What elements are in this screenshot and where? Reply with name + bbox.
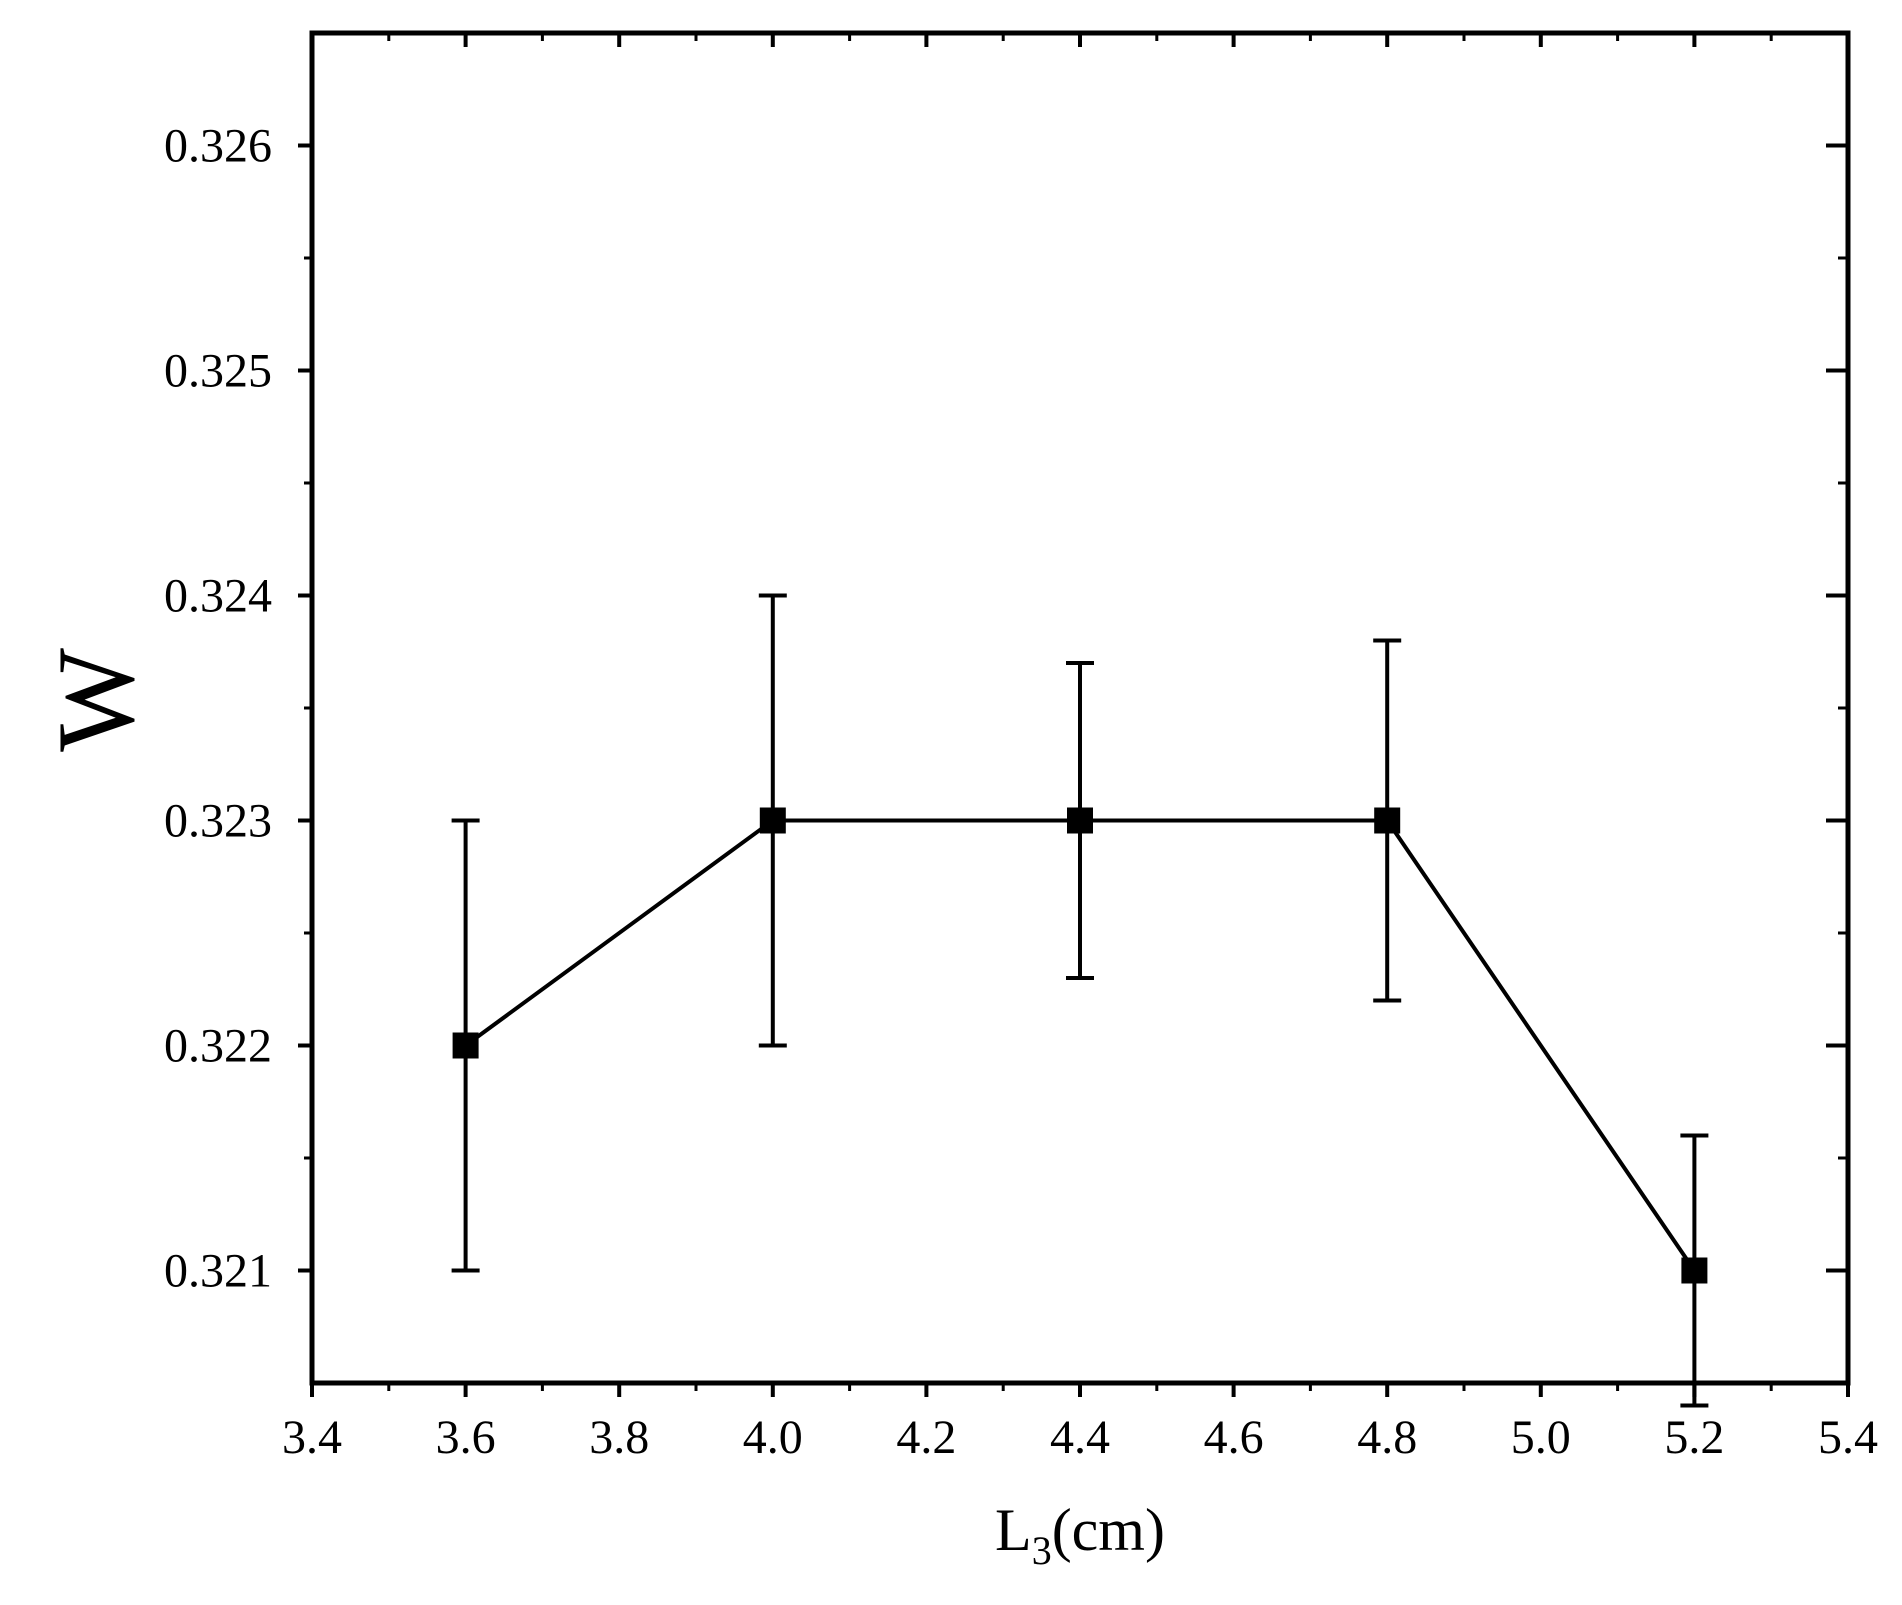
y-tick-label: 0.324 bbox=[164, 570, 272, 623]
x-axis-title-main: L bbox=[995, 1497, 1032, 1563]
data-point bbox=[1374, 807, 1401, 834]
y-tick-label: 0.323 bbox=[164, 795, 272, 848]
data-point bbox=[452, 1032, 479, 1059]
y-tick-label: 0.325 bbox=[164, 345, 272, 398]
x-axis: 3.4 3.6 3.8 4.0 4.2 4.4 4.6 4.8 5.0 5.2 5.4 bbox=[282, 33, 1878, 1464]
y-tick-label: 0.322 bbox=[164, 1020, 272, 1073]
x-tick-label: 4.4 bbox=[1050, 1411, 1110, 1464]
x-axis-title-unit: (cm) bbox=[1052, 1497, 1165, 1563]
x-tick-label: 3.4 bbox=[282, 1411, 342, 1464]
x-tick-label: 3.8 bbox=[589, 1411, 649, 1464]
x-tick-label: 4.8 bbox=[1357, 1411, 1417, 1464]
x-axis-title: L3(cm) bbox=[995, 1497, 1165, 1573]
x-tick-label: 4.0 bbox=[743, 1411, 803, 1464]
series-layer bbox=[451, 593, 1709, 1408]
data-point bbox=[1067, 807, 1093, 834]
x-tick-label: 4.2 bbox=[896, 1411, 956, 1464]
x-axis-title-subscript: 3 bbox=[1032, 1528, 1052, 1573]
y-axis-title: W bbox=[35, 648, 157, 752]
y-tick-label: 0.321 bbox=[164, 1245, 272, 1298]
data-point bbox=[759, 807, 786, 834]
x-tick-label: 5.2 bbox=[1664, 1411, 1724, 1464]
y-tick-label: 0.326 bbox=[164, 120, 272, 173]
x-tick-label: 5.0 bbox=[1511, 1411, 1571, 1464]
x-tick-label: 3.6 bbox=[436, 1411, 496, 1464]
y-axis: 0.321 0.322 0.323 0.324 0.325 0.326 bbox=[164, 120, 1848, 1298]
x-tick-label: 4.6 bbox=[1204, 1411, 1264, 1464]
data-point bbox=[1681, 1257, 1708, 1284]
x-tick-label: 5.4 bbox=[1818, 1411, 1878, 1464]
